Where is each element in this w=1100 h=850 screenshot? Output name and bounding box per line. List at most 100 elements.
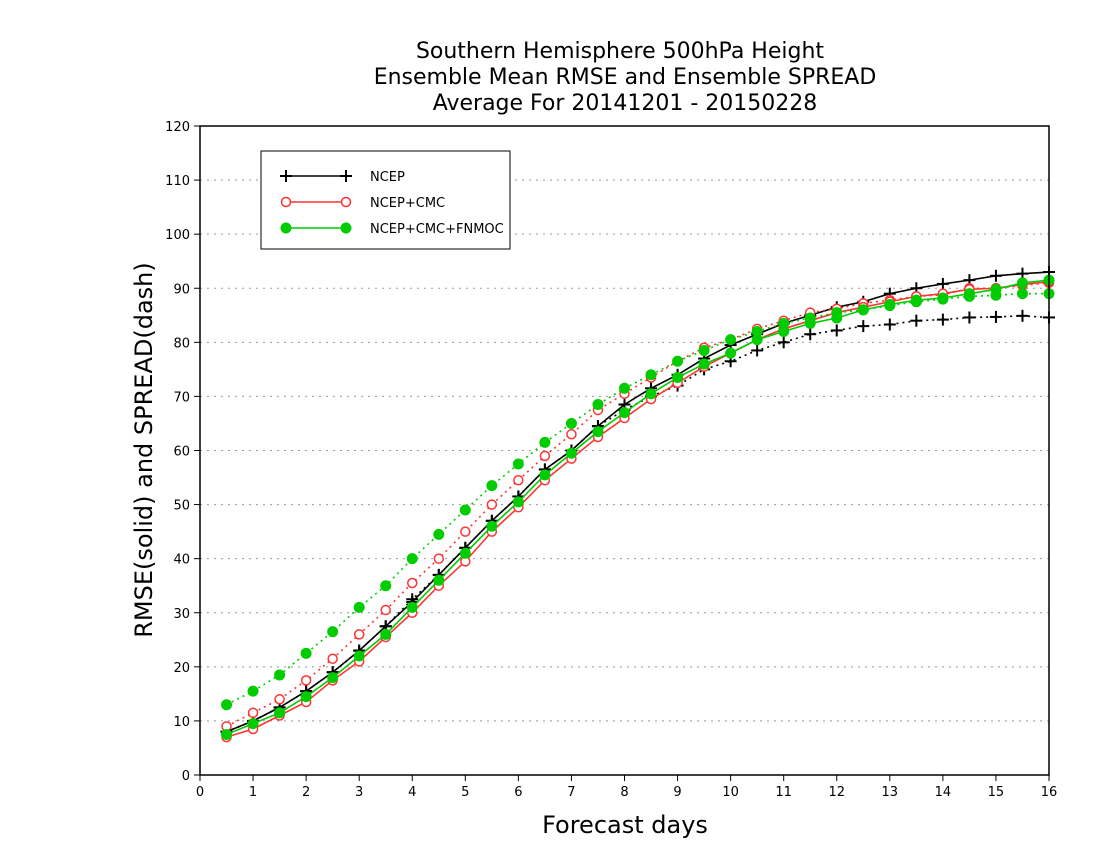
x-tick-label: 8 — [620, 785, 628, 800]
series-line-ncep-cmc-spread — [226, 282, 1050, 728]
y-axis: 0 10 20 30 40 50 60 70 80 90 100 110 120 — [165, 120, 200, 784]
data-point — [433, 528, 445, 540]
data-point — [883, 318, 896, 331]
data-point — [910, 314, 923, 327]
data-point — [486, 499, 498, 510]
data-point — [459, 547, 471, 559]
legend-marker — [340, 170, 352, 182]
data-point — [778, 326, 790, 338]
data-point — [300, 691, 312, 703]
grid — [200, 179, 1049, 722]
data-point — [539, 436, 551, 448]
y-tick-label: 10 — [173, 715, 190, 730]
data-point — [566, 429, 577, 440]
data-point — [274, 707, 286, 719]
chart-title: Southern Hemisphere 500hPa Height Ensemb… — [374, 39, 877, 116]
data-point — [353, 601, 365, 613]
title-line-3: Average For 20141201 - 20150228 — [433, 91, 818, 116]
data-point — [645, 388, 657, 400]
data-point — [274, 669, 286, 681]
data-point — [672, 355, 684, 367]
data-point — [1016, 277, 1028, 289]
data-point — [247, 718, 259, 730]
x-tick-label: 0 — [196, 785, 204, 800]
x-tick-label: 10 — [722, 785, 739, 800]
x-tick-label: 12 — [828, 785, 845, 800]
data-point — [380, 628, 392, 640]
data-point — [300, 647, 312, 659]
data-point — [830, 324, 843, 337]
data-point — [247, 707, 259, 719]
data-point — [327, 672, 339, 684]
data-point — [751, 334, 763, 346]
x-tick-label: 6 — [514, 785, 522, 800]
data-point — [698, 344, 710, 356]
data-point — [751, 344, 764, 357]
data-point — [884, 298, 896, 310]
x-tick-label: 4 — [408, 785, 416, 800]
data-point — [459, 504, 471, 516]
y-tick-label: 120 — [165, 120, 190, 135]
legend-label: NCEP+CMC — [370, 196, 445, 211]
title-line-1: Southern Hemisphere 500hPa Height — [416, 39, 824, 64]
legend-marker — [280, 222, 292, 234]
data-point — [804, 328, 817, 341]
legend-box — [260, 150, 511, 250]
y-tick-label: 60 — [173, 445, 190, 460]
y-tick-label: 0 — [182, 769, 190, 784]
x-tick-label: 9 — [673, 785, 681, 800]
legend-entry: NCEP+CMC+FNMOC — [280, 222, 504, 237]
data-point — [512, 496, 524, 508]
data-point — [512, 458, 524, 470]
y-tick-label: 40 — [173, 553, 190, 568]
x-tick-label: 5 — [461, 785, 469, 800]
data-point — [963, 311, 976, 324]
data-point — [380, 580, 392, 592]
data-point — [300, 675, 312, 686]
legend-entry: NCEP — [280, 170, 405, 185]
x-tick-label: 15 — [988, 785, 1005, 800]
x-axis-label: Forecast days — [542, 811, 708, 839]
data-point — [619, 407, 630, 419]
y-tick-label: 30 — [173, 607, 190, 622]
data-point — [725, 334, 737, 346]
data-point — [353, 650, 365, 662]
x-tick-label: 7 — [567, 785, 575, 800]
legend-marker — [340, 196, 352, 208]
data-point — [460, 526, 471, 537]
data-point — [910, 294, 922, 306]
legend-label: NCEP — [370, 170, 405, 185]
data-point — [937, 292, 949, 304]
data-point — [406, 601, 418, 613]
data-point — [672, 371, 684, 383]
data-point — [433, 574, 445, 586]
series-ncep-cmc-fnmoc-rmse — [221, 274, 1055, 740]
data-point — [486, 520, 498, 532]
data-point — [857, 304, 869, 316]
data-point — [831, 312, 843, 324]
x-tick-label: 14 — [935, 785, 952, 800]
y-axis-label: RMSE(solid) and SPREAD(dash) — [130, 262, 158, 638]
y-tick-label: 110 — [165, 174, 190, 189]
data-point — [936, 313, 949, 326]
series-line-ncep-cmc-rmse — [226, 280, 1050, 738]
x-tick-label: 2 — [302, 785, 310, 800]
data-point — [645, 369, 657, 381]
data-point — [1016, 309, 1029, 322]
series-line-ncep-cmc-fnmoc-rmse — [226, 279, 1050, 736]
series-layer — [220, 266, 1055, 743]
data-point — [406, 553, 418, 565]
data-point — [698, 358, 710, 370]
data-point — [380, 604, 391, 616]
x-tick-label: 11 — [775, 785, 792, 800]
y-tick-label: 90 — [173, 282, 190, 297]
y-tick-label: 70 — [173, 390, 190, 405]
data-point — [486, 480, 498, 492]
data-point — [247, 685, 259, 697]
series-line-ncep-spread — [226, 315, 1050, 733]
data-point — [777, 336, 790, 349]
data-point — [565, 417, 577, 429]
series-ncep-cmc-rmse — [221, 276, 1055, 743]
data-point — [989, 269, 1002, 282]
